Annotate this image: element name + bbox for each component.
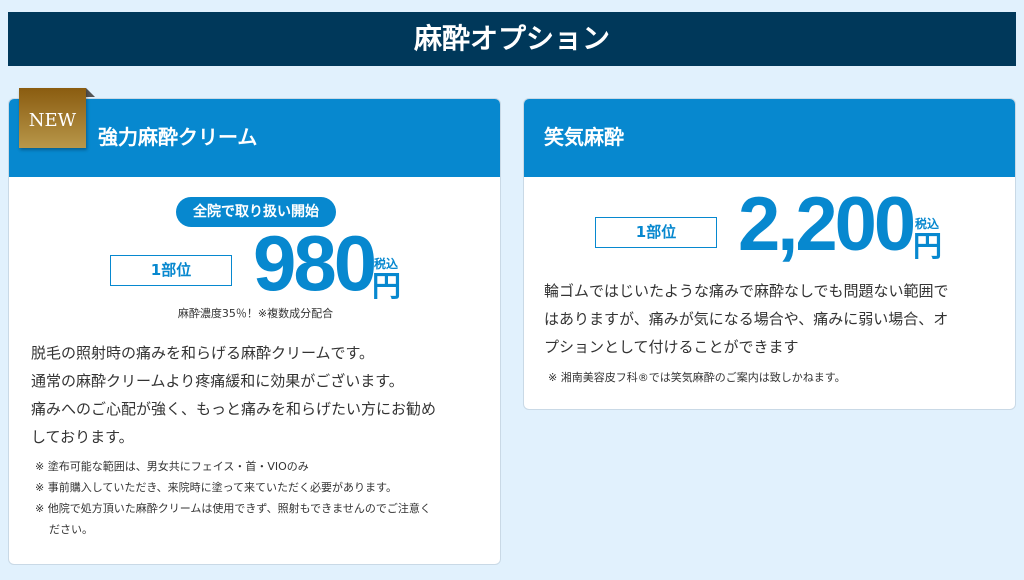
price: 980	[253, 219, 377, 307]
description-line: しております。	[31, 428, 134, 446]
description-line: プションとして付けることができます	[544, 338, 799, 356]
notes: ※ 湘南美容皮フ科®では笑気麻酔のご案内は致しかねます。	[548, 367, 846, 388]
description-line: 通常の麻酔クリームより疼痛緩和に効果がございます。	[31, 372, 404, 390]
note-line: ※ 事前購入していただき、来院時に塗って来ていただく必要があります。	[35, 481, 397, 494]
concentration-note: 麻酔濃度35％！※複数成分配合	[177, 307, 334, 320]
description: 輪ゴムではじいたような痛みで麻酔なしでも問題ない範囲で はありますが、痛みが気に…	[544, 277, 949, 361]
card-numbing-cream: 強力麻酔クリーム 全院で取り扱い開始 1部位 980 税込 円 麻酔濃度35％！…	[8, 98, 501, 565]
note-line: ※ 他院で処方頂いた麻酔クリームは使用できず、照射もできませんのでご注意く	[35, 502, 431, 515]
price: 2,200	[738, 182, 916, 267]
new-badge: NEW	[19, 88, 86, 148]
tax-label: 税込	[915, 217, 940, 231]
badge-fold	[86, 88, 95, 97]
yen-label: 円	[372, 269, 402, 303]
page-title: 麻酔オプション	[8, 12, 1016, 66]
description-line: 脱毛の照射時の痛みを和らげる麻酔クリームです。	[31, 344, 375, 362]
availability-pill: 全院で取り扱い開始	[176, 197, 336, 227]
note-line: ださい。	[49, 523, 93, 536]
card-laughing-gas: 笑気麻酔 1部位 2,200 税込 円 輪ゴムではじいたような痛みで麻酔なしでも…	[523, 98, 1016, 410]
card-title: 笑気麻酔	[524, 99, 1015, 177]
description-line: はありますが、痛みが気になる場合や、痛みに弱い場合、オ	[544, 310, 949, 328]
description: 脱毛の照射時の痛みを和らげる麻酔クリームです。 通常の麻酔クリームより疼痛緩和に…	[31, 339, 436, 451]
notes: ※ 塗布可能な範囲は、男女共にフェイス・首・VIOのみ ※ 事前購入していただき…	[35, 456, 431, 540]
unit-box: 1部位	[110, 255, 232, 286]
description-line: 輪ゴムではじいたような痛みで麻酔なしでも問題ない範囲で	[544, 282, 949, 300]
yen-label: 円	[913, 229, 943, 263]
unit-box: 1部位	[595, 217, 717, 248]
note-line: ※ 塗布可能な範囲は、男女共にフェイス・首・VIOのみ	[35, 460, 309, 473]
card-title: 強力麻酔クリーム	[9, 99, 500, 177]
tax-label: 税込	[374, 257, 399, 271]
description-line: 痛みへのご心配が強く、もっと痛みを和らげたい方にお勧め	[31, 400, 437, 418]
note-line: ※ 湘南美容皮フ科®では笑気麻酔のご案内は致しかねます。	[548, 371, 846, 384]
